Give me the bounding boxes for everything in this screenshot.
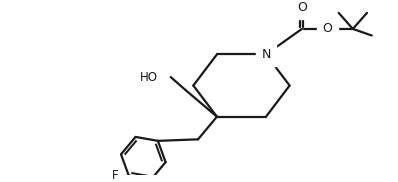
Text: O: O — [297, 1, 307, 14]
Text: F: F — [112, 169, 118, 182]
Text: HO: HO — [139, 71, 158, 84]
Text: N: N — [261, 48, 271, 61]
Text: O: O — [322, 22, 332, 35]
